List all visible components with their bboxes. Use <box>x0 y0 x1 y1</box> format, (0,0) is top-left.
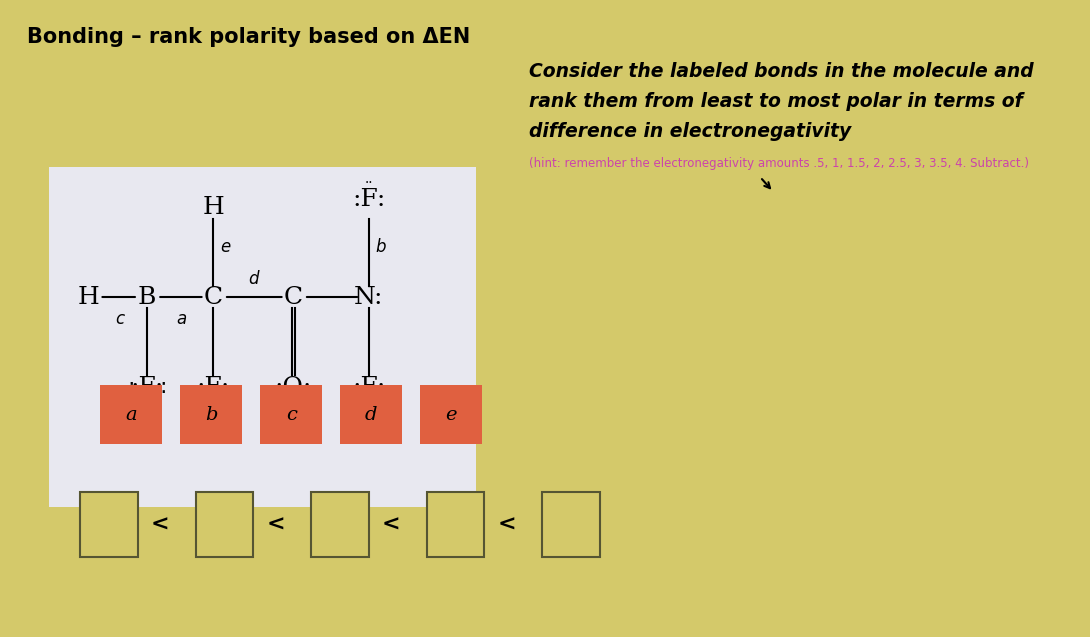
Bar <box>426 492 484 557</box>
Text: d: d <box>365 406 377 424</box>
Text: :O:: :O: <box>275 375 312 399</box>
FancyBboxPatch shape <box>421 385 482 444</box>
Text: ..: .. <box>365 172 373 186</box>
Text: difference in electronegativity: difference in electronegativity <box>529 122 851 141</box>
Text: <: < <box>266 515 284 534</box>
Text: :F:: :F: <box>130 375 164 399</box>
Text: :F:: :F: <box>352 187 386 210</box>
FancyBboxPatch shape <box>261 385 322 444</box>
Bar <box>80 492 137 557</box>
Text: b: b <box>205 406 217 424</box>
Text: (hint: remember the electronegativity amounts .5, 1, 1.5, 2, 2.5, 3, 3.5, 4. Sub: (hint: remember the electronegativity am… <box>529 157 1029 170</box>
Text: c: c <box>286 406 296 424</box>
Bar <box>195 492 253 557</box>
Text: a: a <box>177 310 186 328</box>
Text: ..: .. <box>209 398 218 412</box>
Text: ..: .. <box>364 398 373 412</box>
Text: C: C <box>204 285 223 308</box>
Text: :: : <box>126 377 134 397</box>
FancyBboxPatch shape <box>340 385 402 444</box>
FancyBboxPatch shape <box>100 385 161 444</box>
Text: B: B <box>137 285 156 308</box>
Text: a: a <box>125 406 137 424</box>
FancyBboxPatch shape <box>181 385 242 444</box>
Text: :F:: :F: <box>196 375 230 399</box>
Text: <: < <box>497 515 516 534</box>
Text: C: C <box>283 285 303 308</box>
Text: <: < <box>150 515 169 534</box>
Text: c: c <box>116 310 124 328</box>
FancyBboxPatch shape <box>49 167 475 507</box>
Text: e: e <box>220 238 230 256</box>
Text: <: < <box>382 515 400 534</box>
Text: d: d <box>249 270 258 288</box>
Text: e: e <box>446 406 457 424</box>
Text: H: H <box>78 285 100 308</box>
Text: H: H <box>203 196 225 218</box>
Bar <box>543 492 601 557</box>
Text: ..: .. <box>143 398 152 412</box>
Text: Bonding – rank polarity based on ΔEN: Bonding – rank polarity based on ΔEN <box>26 27 470 47</box>
Text: :F:: :F: <box>352 375 386 399</box>
Bar <box>311 492 368 557</box>
Text: b: b <box>375 238 386 256</box>
Text: N:: N: <box>354 285 384 308</box>
Text: Consider the labeled bonds in the molecule and: Consider the labeled bonds in the molecu… <box>529 62 1033 81</box>
Text: rank them from least to most polar in terms of: rank them from least to most polar in te… <box>529 92 1022 111</box>
Text: :: : <box>159 377 167 397</box>
